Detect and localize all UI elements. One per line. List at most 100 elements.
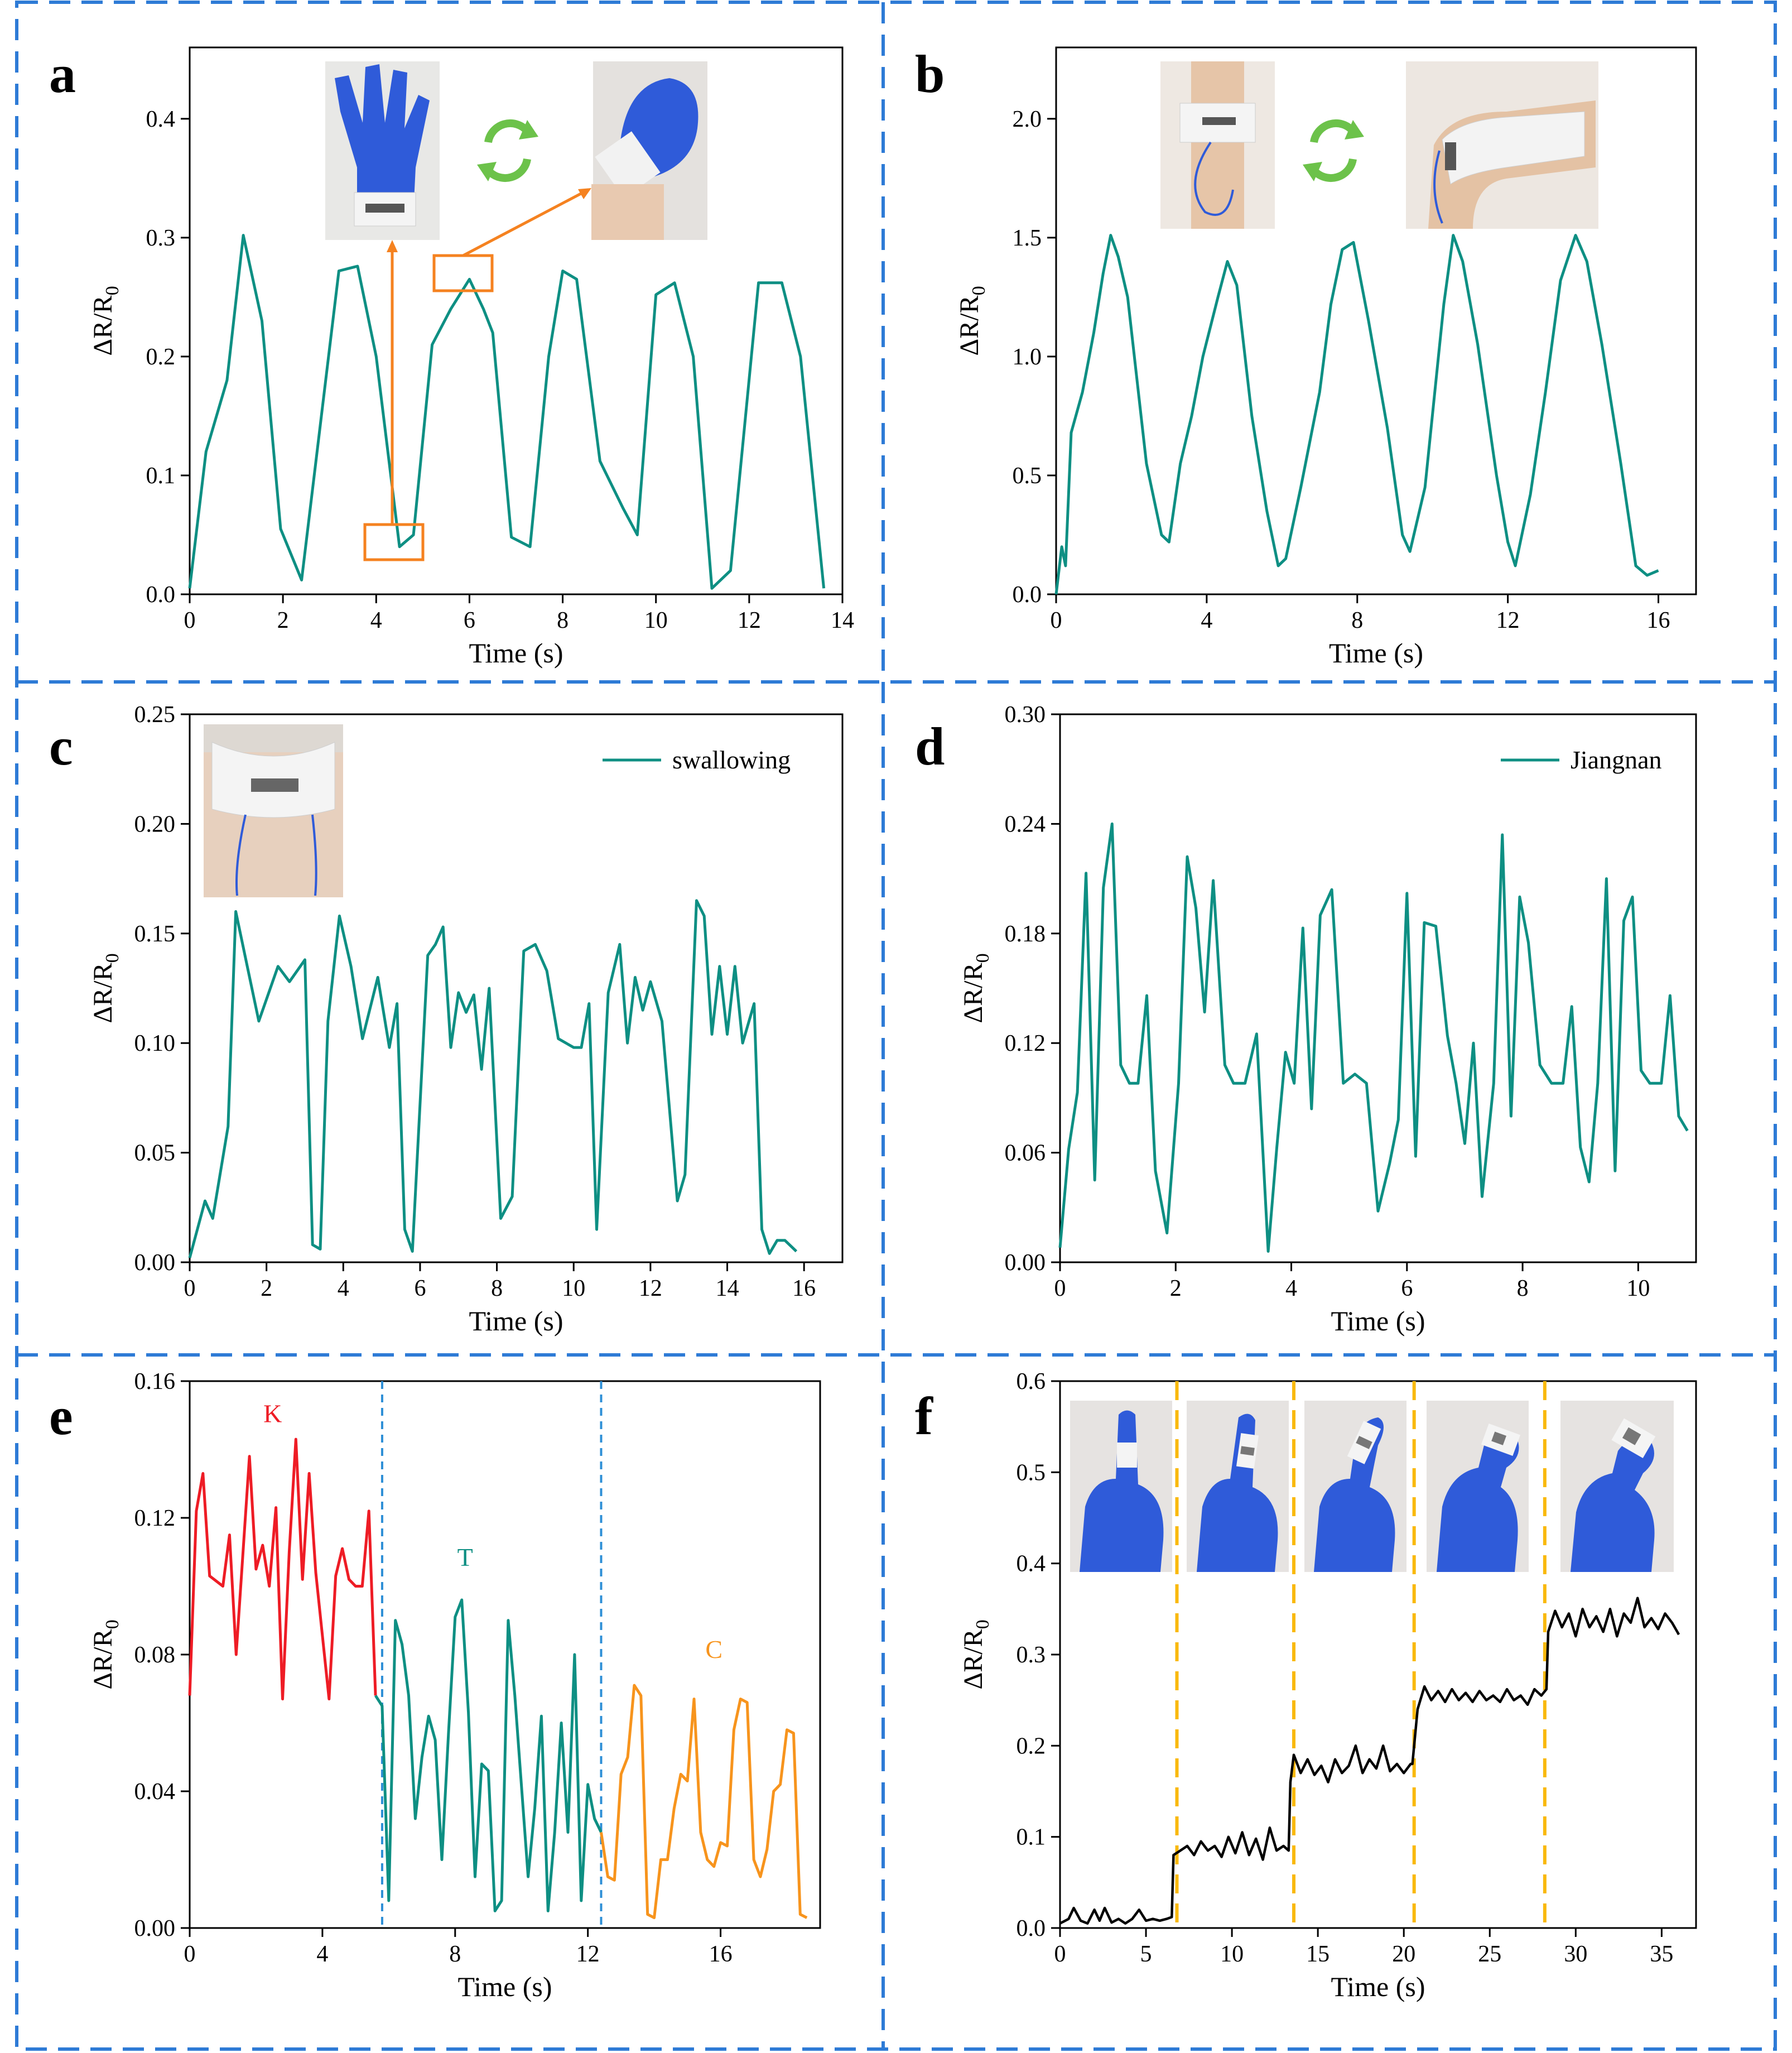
panel-label-c: c xyxy=(49,717,73,776)
x-tick-label-b-4: 16 xyxy=(1647,608,1670,633)
y-tick-label-a-4: 0.4 xyxy=(146,107,176,132)
x-axis-label-a: Time (s) xyxy=(469,637,563,669)
inset-photo-finger-0deg xyxy=(1070,1401,1172,1572)
panel-e: 0 4 8 12 16 0.00 0.04 0.08 0.12 0.16 Time (s) ΔR/R0… xyxy=(49,1369,821,2002)
inset-photo-glove-fist xyxy=(591,61,707,240)
y-tick-label-f-3: 0.3 xyxy=(1017,1642,1046,1668)
x-tick-label-e-3: 12 xyxy=(576,1941,600,1967)
x-tick-label-c-8: 16 xyxy=(792,1276,816,1301)
panel-label-b: b xyxy=(915,44,945,104)
x-tick-label-c-7: 14 xyxy=(716,1276,739,1301)
panel-a-annotations xyxy=(363,188,591,561)
plot-frame-d xyxy=(1059,713,1697,1263)
panel-label-f: f xyxy=(915,1386,933,1446)
y-tick-label-e-0: 0.00 xyxy=(134,1916,176,1941)
panel-label-e: e xyxy=(49,1386,73,1446)
legend-label-d: Jiangnan xyxy=(1571,746,1662,774)
panel-f: 0 5 10 15 20 25 30 35 0.0 0.1 0.2 0.3 0.4 0.5 0.6 Time … xyxy=(915,1369,1697,2002)
y-tick-label-f-6: 0.6 xyxy=(1017,1369,1046,1395)
x-tick-label-a-4: 8 xyxy=(557,608,569,633)
inset-photo-finger-60deg xyxy=(1304,1401,1406,1572)
y-axis-label-a: ΔR/R0 xyxy=(88,286,123,355)
x-tick-label-f-2: 10 xyxy=(1220,1941,1244,1967)
x-tick-label-f-7: 35 xyxy=(1650,1941,1673,1967)
x-tick-label-f-3: 15 xyxy=(1306,1941,1329,1967)
plot-frame-b xyxy=(1055,46,1697,595)
photo-insets xyxy=(204,61,1674,1572)
y-axis-label-b: ΔR/R0 xyxy=(955,286,989,355)
x-tick-label-d-0: 0 xyxy=(1054,1276,1066,1301)
x-tick-label-d-3: 6 xyxy=(1401,1276,1413,1301)
panel-a: 0 2 4 6 8 10 12 14 0.0 0.1 0.2 0.3 0.4 Time (s) ΔR/R0 a xyxy=(49,44,854,669)
x-tick-label-e-1: 4 xyxy=(316,1941,328,1967)
inset-photo-finger-30deg xyxy=(1187,1401,1289,1572)
series-line-e-K xyxy=(188,1437,377,1701)
x-axis-label-e: Time (s) xyxy=(457,1971,552,2002)
x-tick-label-a-7: 14 xyxy=(831,608,854,633)
recycle-icon xyxy=(1303,119,1364,182)
panel-b: 0 4 8 12 16 0.0 0.5 1.0 1.5 2.0 Time (s) ΔR/R0 b xyxy=(915,44,1697,669)
annotation-e-C: C xyxy=(705,1635,722,1663)
x-tick-label-d-5: 10 xyxy=(1626,1276,1650,1301)
x-tick-label-a-1: 2 xyxy=(277,608,289,633)
inset-photo-finger-90deg xyxy=(1427,1401,1529,1572)
y-tick-label-b-3: 1.5 xyxy=(1013,225,1042,251)
y-tick-label-d-1: 0.06 xyxy=(1005,1141,1046,1166)
annotation-e-K: K xyxy=(263,1400,282,1428)
highlight-box-relaxed xyxy=(363,523,425,561)
y-tick-label-c-4: 0.20 xyxy=(134,811,176,837)
series-line-f-0 xyxy=(1059,1597,1680,1925)
inset-photo-arm-bent xyxy=(1406,61,1598,229)
y-tick-label-f-5: 0.5 xyxy=(1017,1460,1046,1485)
x-axis-label-c: Time (s) xyxy=(469,1305,563,1336)
y-tick-label-c-2: 0.10 xyxy=(134,1031,176,1056)
x-tick-label-a-0: 0 xyxy=(184,608,196,633)
x-axis-label-d: Time (s) xyxy=(1331,1305,1425,1336)
x-tick-label-a-5: 10 xyxy=(644,608,668,633)
x-tick-label-c-6: 12 xyxy=(639,1276,662,1301)
y-tick-label-a-1: 0.1 xyxy=(146,463,176,489)
y-tick-label-b-1: 0.5 xyxy=(1013,463,1042,489)
plot-frame-c xyxy=(189,713,844,1263)
charts-layer: 0 2 4 6 8 10 12 14 0.0 0.1 0.2 0.3 0.4 Time (s) ΔR/R0 a… xyxy=(49,44,1697,2002)
panel-c: 0 2 4 6 8 10 12 14 16 0.00 0.05 0.10 0.15 0.20 0.25 Tim… xyxy=(49,702,844,1336)
y-tick-label-d-4: 0.24 xyxy=(1005,811,1046,837)
series-line-a-0 xyxy=(188,234,826,590)
y-tick-label-c-3: 0.15 xyxy=(134,921,176,947)
x-tick-label-c-4: 8 xyxy=(491,1276,503,1301)
x-tick-label-e-2: 8 xyxy=(449,1941,461,1967)
series-line-c-swallowing xyxy=(188,899,798,1258)
y-tick-label-e-4: 0.16 xyxy=(134,1369,176,1395)
x-tick-label-b-0: 0 xyxy=(1051,608,1062,633)
arrow-to-fist xyxy=(462,191,584,257)
x-axis-label-b: Time (s) xyxy=(1329,637,1423,669)
y-tick-label-e-3: 0.12 xyxy=(134,1506,176,1531)
x-tick-label-e-4: 16 xyxy=(709,1941,733,1967)
y-tick-label-d-3: 0.18 xyxy=(1005,921,1046,947)
x-tick-label-a-3: 6 xyxy=(464,608,475,633)
inset-photo-neck xyxy=(204,724,343,897)
y-axis-label-d: ΔR/R0 xyxy=(958,953,993,1023)
x-tick-label-b-3: 12 xyxy=(1496,608,1520,633)
annotation-e-T: T xyxy=(457,1543,473,1571)
x-tick-label-c-5: 10 xyxy=(562,1276,585,1301)
x-tick-label-d-4: 8 xyxy=(1517,1276,1529,1301)
y-axis-label-c: ΔR/R0 xyxy=(88,953,123,1023)
y-axis-label-f: ΔR/R0 xyxy=(958,1619,993,1689)
y-tick-label-c-5: 0.25 xyxy=(134,702,176,728)
y-tick-label-a-2: 0.2 xyxy=(146,344,176,370)
y-tick-label-f-0: 0.0 xyxy=(1017,1916,1046,1941)
x-tick-label-a-2: 4 xyxy=(370,608,382,633)
x-tick-label-d-2: 4 xyxy=(1285,1276,1297,1301)
series-line-d-Jiangnan xyxy=(1058,822,1689,1253)
legend-label-c: swallowing xyxy=(672,746,791,774)
panel-d: 0 2 4 6 8 10 0.00 0.06 0.12 0.18 0.24 0.30 Time (s) Δ… xyxy=(915,702,1697,1336)
y-tick-label-d-2: 0.12 xyxy=(1005,1031,1046,1056)
x-tick-label-c-1: 2 xyxy=(261,1276,272,1301)
x-tick-label-f-6: 30 xyxy=(1564,1941,1587,1967)
outer-frame xyxy=(15,1,1777,2051)
x-axis-label-f: Time (s) xyxy=(1331,1971,1425,2002)
panel-label-a: a xyxy=(49,44,76,104)
y-tick-label-b-2: 1.0 xyxy=(1013,344,1042,370)
